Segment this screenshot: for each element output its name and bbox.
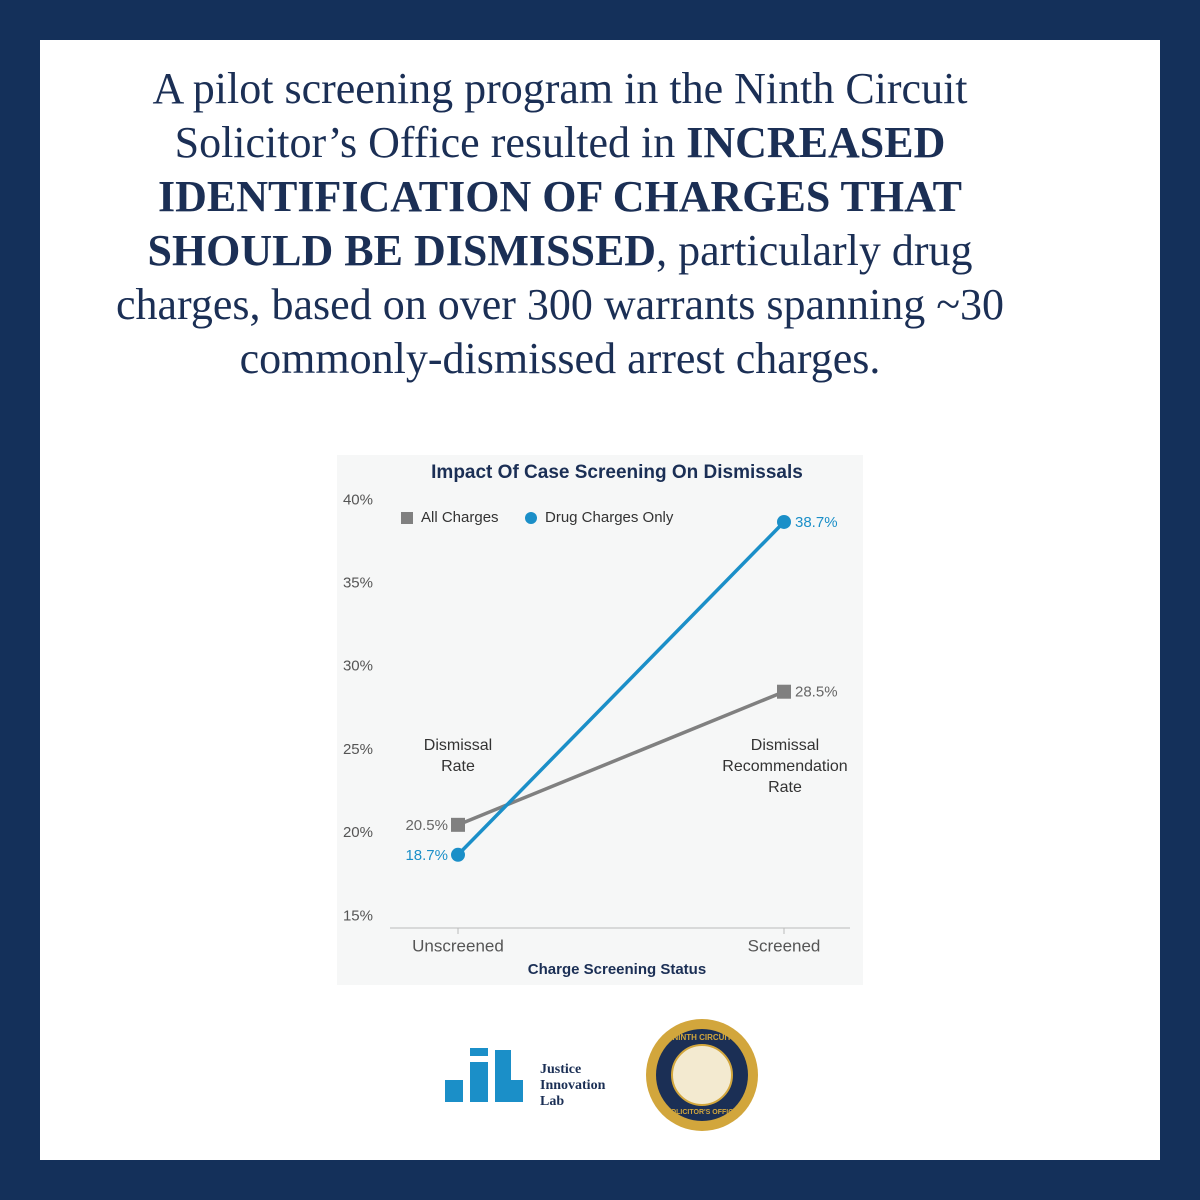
y-tick-label: 20% [343,824,373,841]
y-tick-label: 30% [343,658,373,675]
chart-title: Impact Of Case Screening On Dismissals [431,462,803,483]
point [777,684,791,699]
headline: A pilot screening program in the Ninth C… [95,62,1025,386]
point [451,817,465,832]
series-line [456,520,786,857]
lab-logo [445,1048,523,1102]
seal-text: NINTH CIRCUIT [672,1033,731,1042]
value-label: 18.7% [405,847,448,864]
annotation: Rate [441,758,475,775]
legend-label: All Charges [421,509,499,526]
series-line [457,690,785,827]
annotation: Rate [768,779,802,796]
legend-marker [525,512,537,524]
point [451,847,465,862]
lab-name: Justice [540,1062,581,1077]
value-label: 20.5% [405,817,448,834]
annotation: Dismissal [751,737,819,754]
logo-bar [505,1080,523,1102]
chart-background [337,455,863,985]
seal-text: SOLICITOR'S OFFICE [666,1109,738,1116]
value-label: 28.5% [795,684,838,701]
y-tick-label: 40% [343,491,373,508]
point [777,514,791,529]
annotation: Recommendation [722,758,847,775]
y-tick-label: 15% [343,907,373,924]
x-tick-label: Unscreened [412,936,504,955]
x-axis-label: Charge Screening Status [528,961,706,978]
lab-name: Lab [540,1094,564,1109]
y-tick-label: 25% [343,741,373,758]
headline-segment: , particularly drug charges, based on ov… [115,226,1005,383]
annotation: Dismissal [424,737,492,754]
legend-marker [401,512,413,524]
y-tick-label: 35% [343,575,373,592]
legend-label: Drug Charges Only [545,509,674,526]
x-tick-label: Screened [748,936,821,955]
headline-segment: A pilot screening program in the Ninth C… [152,64,968,167]
seal-center [671,1044,733,1106]
lab-name: Innovation [540,1078,606,1093]
logo-bar [470,1048,488,1056]
logo-bar [470,1062,488,1102]
value-label: 38.7% [795,514,838,531]
headline-segment: INCREASED IDENTIFICATION OF CHARGES THAT… [147,118,962,275]
logo-bar [445,1080,463,1102]
